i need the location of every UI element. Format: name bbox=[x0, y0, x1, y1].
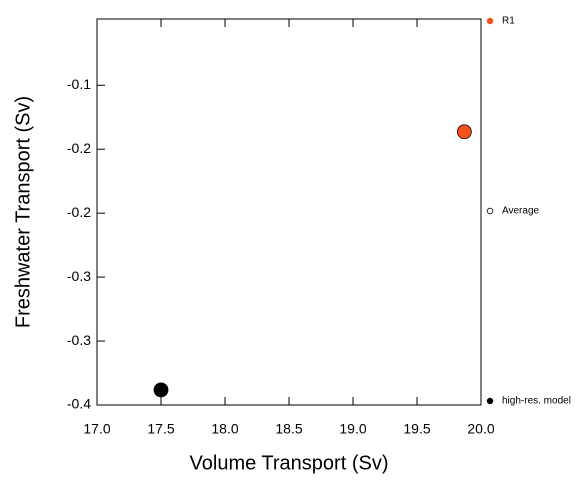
x-tick-label: 19.0 bbox=[339, 421, 366, 437]
y-axis-title: Freshwater Transport (Sv) bbox=[12, 96, 34, 328]
legend-marker bbox=[486, 207, 494, 215]
x-tick-label: 18.0 bbox=[211, 421, 238, 437]
point bbox=[456, 124, 472, 140]
point bbox=[153, 382, 169, 398]
x-axis-title: Volume Transport (Sv) bbox=[190, 452, 389, 474]
x-tick-label: 18.5 bbox=[275, 421, 302, 437]
x-tick-label: 19.5 bbox=[403, 421, 430, 437]
plot-frame bbox=[96, 18, 482, 406]
legend-label: R1 bbox=[502, 16, 515, 27]
y-tick-label: -0.3 bbox=[67, 332, 91, 348]
x-tick-label: 17.0 bbox=[83, 421, 110, 437]
legend-marker bbox=[486, 17, 494, 25]
x-tick-label: 20.0 bbox=[467, 421, 494, 437]
y-tick-label: -0.2 bbox=[67, 204, 91, 220]
y-tick-label: -0.2 bbox=[67, 140, 91, 156]
x-tick-label: 17.5 bbox=[147, 421, 174, 437]
y-tick-label: -0.4 bbox=[67, 396, 91, 412]
legend-marker bbox=[486, 397, 494, 405]
legend-label: Average bbox=[502, 206, 540, 217]
y-tick-label: -0.1 bbox=[67, 76, 91, 92]
legend-label: high-res. model bbox=[502, 396, 571, 407]
y-tick-label: -0.3 bbox=[67, 268, 91, 284]
